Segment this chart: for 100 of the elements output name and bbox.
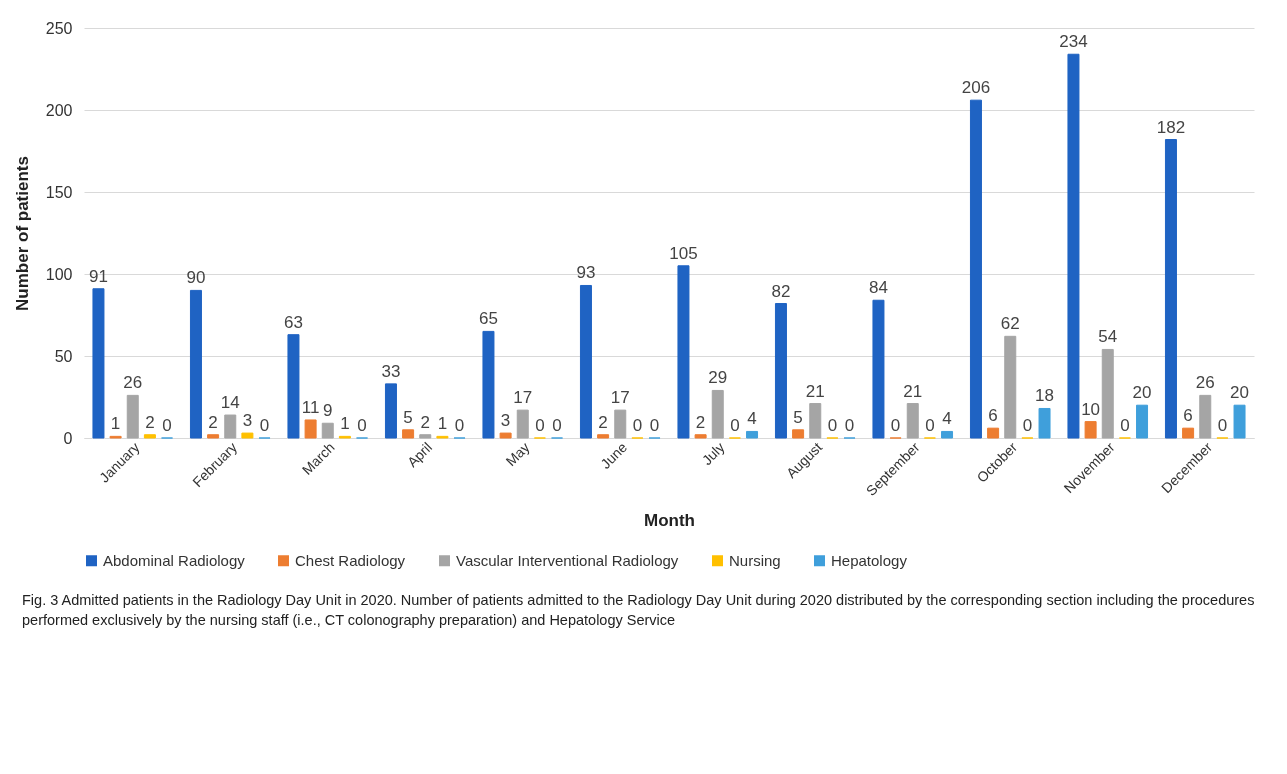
- bar: [941, 430, 954, 439]
- bar: [143, 434, 156, 439]
- data-label: 0: [357, 416, 367, 435]
- data-label: 0: [730, 416, 740, 435]
- data-label: 14: [220, 393, 240, 413]
- bar: [1101, 348, 1114, 439]
- data-label: 62: [1000, 314, 1020, 334]
- legend-label: Chest Radiology: [295, 551, 406, 569]
- data-label: 20: [1230, 383, 1249, 403]
- bar: [402, 429, 415, 439]
- data-label: 4: [942, 409, 952, 429]
- data-label: 29: [708, 368, 728, 388]
- data-label: 2: [695, 412, 706, 432]
- data-label: 11: [301, 397, 320, 417]
- bar: [1004, 335, 1017, 439]
- data-label: 0: [1120, 416, 1130, 435]
- data-label: 105: [669, 243, 698, 263]
- data-label: 2: [208, 412, 218, 432]
- data-label: 84: [869, 278, 888, 298]
- data-label: 6: [988, 406, 998, 426]
- bar: [746, 430, 759, 439]
- data-label: 1: [110, 414, 121, 434]
- y-tick-label: 250: [45, 19, 73, 37]
- bar: [384, 383, 397, 439]
- data-label: 0: [649, 416, 660, 435]
- y-tick-label: 50: [54, 347, 73, 365]
- bar: [614, 409, 627, 439]
- data-label: 65: [479, 309, 498, 329]
- data-label: 0: [844, 416, 855, 435]
- bar: [1199, 394, 1212, 439]
- data-label: 63: [284, 312, 303, 332]
- bar: [499, 432, 512, 439]
- data-label: 0: [632, 416, 643, 435]
- bar: [906, 403, 919, 439]
- bar: [809, 403, 822, 439]
- bar: [482, 330, 495, 439]
- data-label: 20: [1132, 383, 1152, 403]
- data-label: 0: [1022, 416, 1033, 435]
- bar: [969, 99, 982, 439]
- data-label: 82: [771, 281, 791, 301]
- bar: [597, 434, 610, 439]
- bar: [321, 422, 334, 439]
- data-label: 21: [805, 381, 825, 401]
- bar: [792, 429, 805, 439]
- data-label: 0: [827, 416, 838, 435]
- data-label: 3: [242, 411, 253, 431]
- y-tick-label: 150: [45, 183, 73, 201]
- legend-label: Vascular Interventional Radiology: [456, 551, 679, 569]
- data-label: 0: [890, 416, 901, 435]
- data-label: 0: [925, 416, 935, 435]
- bar: [1182, 427, 1195, 439]
- data-label: 4: [747, 409, 757, 429]
- bar: [774, 303, 787, 439]
- x-axis-title: Month: [644, 510, 695, 530]
- data-label: 6: [1183, 406, 1193, 426]
- bar: [711, 389, 724, 439]
- data-label: 0: [454, 416, 465, 435]
- bar: [987, 427, 1000, 439]
- bar: [241, 432, 254, 439]
- data-label: 2: [420, 412, 430, 432]
- bar: [1067, 53, 1080, 439]
- data-label: 1: [340, 414, 350, 434]
- legend-label: Hepatology: [831, 551, 908, 569]
- data-label: 33: [381, 361, 401, 381]
- x-tick-label: May: [502, 439, 533, 470]
- bar: [579, 284, 592, 439]
- bar: [1084, 421, 1097, 439]
- legend-label: Nursing: [729, 551, 781, 569]
- data-label: 2: [598, 412, 608, 432]
- data-label: 3: [500, 411, 511, 431]
- legend-label: Abdominal Radiology: [103, 551, 246, 569]
- bar: [92, 288, 105, 439]
- data-label: 17: [610, 388, 630, 408]
- bar: [304, 419, 317, 439]
- data-label: 26: [123, 373, 143, 393]
- data-label: 91: [89, 266, 108, 286]
- data-label: 1: [437, 414, 448, 434]
- bar: [224, 414, 237, 439]
- x-tick-label: July: [698, 439, 728, 469]
- data-label: 0: [535, 416, 545, 435]
- data-label: 21: [903, 381, 923, 401]
- bar: [677, 265, 690, 439]
- bar: [126, 394, 139, 439]
- bar: [694, 434, 707, 439]
- data-label: 93: [576, 263, 596, 283]
- data-label: 5: [403, 407, 413, 427]
- y-tick-label: 100: [45, 265, 73, 283]
- data-label: 234: [1059, 32, 1088, 52]
- bar: [287, 334, 300, 439]
- bar: [1233, 404, 1246, 439]
- bar: [872, 299, 885, 439]
- bar: [1136, 404, 1149, 439]
- data-label: 0: [259, 416, 270, 435]
- data-label: 17: [513, 388, 533, 408]
- bar: [189, 289, 202, 439]
- bar: [516, 409, 529, 439]
- data-label: 54: [1098, 327, 1118, 347]
- bar: [419, 434, 432, 439]
- y-tick-label: 0: [63, 429, 73, 447]
- data-label: 90: [186, 268, 206, 288]
